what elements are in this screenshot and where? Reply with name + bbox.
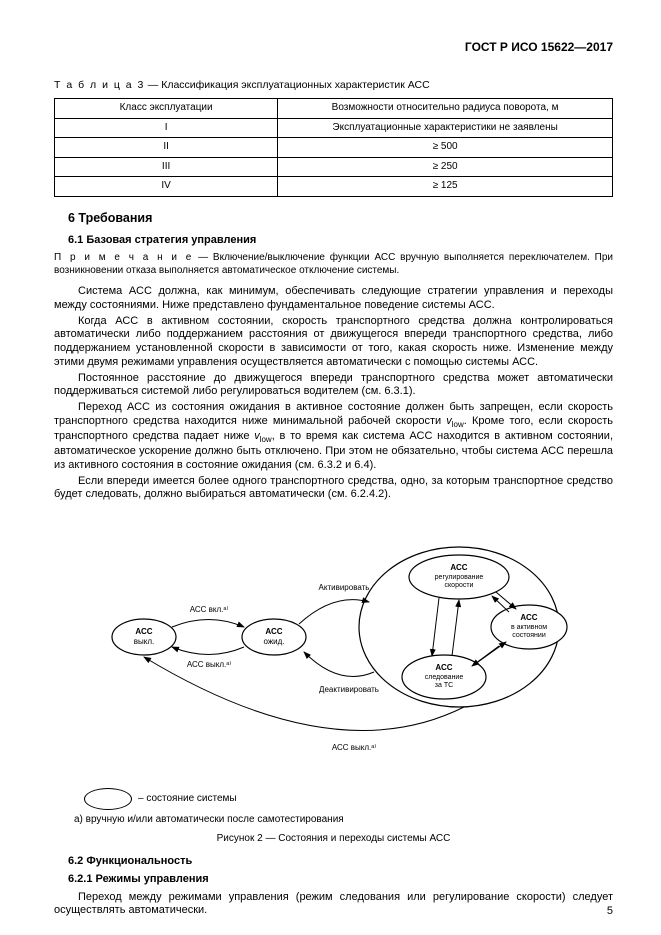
table3-col0: Класс эксплуатации bbox=[55, 99, 278, 119]
section-6-1-title: 6.1 Базовая стратегия управления bbox=[68, 234, 613, 248]
label: следование bbox=[424, 674, 463, 681]
edge-label: АСС выкл.ᵃ⁾ bbox=[186, 660, 230, 669]
para-6-1-4: Переход АСС из состояния ожидания в акти… bbox=[54, 401, 613, 473]
figure-2-legend: – состояние системы bbox=[84, 788, 613, 810]
doc-header: ГОСТ Р ИСО 15622—2017 bbox=[54, 40, 613, 55]
para-6-2-1: Переход между режимами управления (режим… bbox=[54, 891, 613, 919]
page-number: 5 bbox=[607, 905, 613, 919]
legend-oval-icon bbox=[84, 788, 132, 810]
edge-label: Активировать bbox=[318, 583, 369, 592]
table3: Класс эксплуатации Возможности относител… bbox=[54, 98, 613, 197]
cell: ≥ 500 bbox=[278, 138, 613, 158]
label: АСС bbox=[520, 613, 537, 622]
edge bbox=[172, 647, 244, 655]
edge bbox=[299, 600, 369, 624]
label: состоянии bbox=[512, 632, 546, 639]
figure-2-svg: АСС регулирование скорости АСС следовани… bbox=[74, 512, 594, 782]
table-row: III≥ 250 bbox=[55, 157, 613, 177]
para-6-1-1: Система АСС должна, как минимум, обеспеч… bbox=[54, 285, 613, 313]
label: за ТС bbox=[434, 682, 452, 689]
label: скорости bbox=[444, 582, 473, 589]
edge bbox=[432, 598, 439, 656]
figure-2-footnote: a) вручную и/или автоматически после сам… bbox=[74, 814, 613, 827]
cell: II bbox=[55, 138, 278, 158]
figure-2-caption: Рисунок 2 — Состояния и переходы системы… bbox=[54, 833, 613, 846]
label: в активном bbox=[510, 624, 546, 631]
cell: I bbox=[55, 118, 278, 138]
label: АСС bbox=[450, 563, 467, 572]
cell: ≥ 125 bbox=[278, 177, 613, 197]
label: АСС bbox=[265, 627, 282, 636]
label: регулирование bbox=[434, 574, 483, 581]
cell: Эксплуатационные характеристики не заявл… bbox=[278, 118, 613, 138]
table3-caption: Т а б л и ц а 3 — Классификация эксплуат… bbox=[54, 79, 613, 92]
edge-label: АСС выкл.ᵃ⁾ bbox=[331, 743, 375, 752]
sub: low bbox=[452, 420, 464, 429]
para-6-1-3: Постоянное расстояние до движущегося впе… bbox=[54, 372, 613, 400]
section-6-2-1-title: 6.2.1 Режимы управления bbox=[68, 873, 613, 887]
edge-label: АСС вкл.ᵃ⁾ bbox=[189, 605, 228, 614]
edge bbox=[452, 600, 459, 656]
legend-text: – состояние системы bbox=[138, 793, 237, 806]
note-label: П р и м е ч а н и е bbox=[54, 252, 193, 263]
edge bbox=[172, 620, 244, 628]
table-row: IЭксплуатационные характеристики не заяв… bbox=[55, 118, 613, 138]
para-6-1-5: Если впереди имеется более одного трансп… bbox=[54, 475, 613, 503]
sub: low bbox=[260, 435, 272, 444]
table3-col1: Возможности относительно радиуса поворот… bbox=[278, 99, 613, 119]
cell: III bbox=[55, 157, 278, 177]
label: АСС bbox=[135, 627, 152, 636]
table3-caption-spaced: Т а б л и ц а 3 bbox=[54, 79, 145, 91]
label: ожид. bbox=[263, 637, 284, 646]
edge bbox=[492, 596, 509, 612]
cell: ≥ 250 bbox=[278, 157, 613, 177]
section-6-2-title: 6.2 Функциональность bbox=[68, 855, 613, 869]
edge-label: Деактивировать bbox=[319, 685, 379, 694]
table3-caption-rest: — Классификация эксплуатационных характе… bbox=[145, 79, 430, 91]
table-row: Класс эксплуатации Возможности относител… bbox=[55, 99, 613, 119]
edge bbox=[304, 652, 374, 677]
note-6-1: П р и м е ч а н и е — Включение/выключен… bbox=[54, 252, 613, 277]
section-6-title: 6 Требования bbox=[68, 211, 613, 227]
label: АСС bbox=[435, 663, 452, 672]
edge bbox=[496, 592, 516, 609]
cell: IV bbox=[55, 177, 278, 197]
edge bbox=[472, 646, 499, 666]
table-row: IV≥ 125 bbox=[55, 177, 613, 197]
para-6-1-2: Когда АСС в активном состоянии, скорость… bbox=[54, 315, 613, 370]
table-row: II≥ 500 bbox=[55, 138, 613, 158]
label: выкл. bbox=[133, 637, 153, 646]
figure-2: АСС регулирование скорости АСС следовани… bbox=[54, 512, 613, 827]
